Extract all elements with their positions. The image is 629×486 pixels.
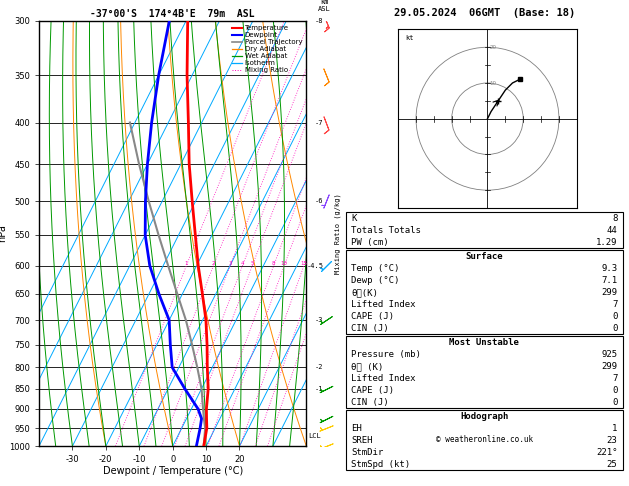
Text: 44: 44 bbox=[606, 226, 617, 235]
Text: 221°: 221° bbox=[596, 448, 617, 457]
Text: 7: 7 bbox=[612, 300, 617, 309]
Text: 299: 299 bbox=[601, 362, 617, 371]
Text: 0: 0 bbox=[612, 386, 617, 395]
Text: 3: 3 bbox=[228, 260, 232, 266]
Text: Mixing Ratio (g/kg): Mixing Ratio (g/kg) bbox=[334, 193, 340, 274]
Text: 8: 8 bbox=[612, 214, 617, 224]
Text: SREH: SREH bbox=[351, 435, 373, 445]
Text: CIN (J): CIN (J) bbox=[351, 398, 389, 407]
Text: 925: 925 bbox=[601, 350, 617, 359]
Title: -37°00'S  174°4B'E  79m  ASL: -37°00'S 174°4B'E 79m ASL bbox=[91, 9, 255, 19]
Text: 7: 7 bbox=[612, 374, 617, 383]
Text: Totals Totals: Totals Totals bbox=[351, 226, 421, 235]
Text: LCL: LCL bbox=[308, 433, 321, 439]
Text: kt: kt bbox=[405, 35, 414, 41]
Text: -6: -6 bbox=[315, 198, 324, 204]
Text: 23: 23 bbox=[606, 435, 617, 445]
Text: Most Unstable: Most Unstable bbox=[449, 338, 520, 347]
Text: CIN (J): CIN (J) bbox=[351, 324, 389, 333]
Text: -8: -8 bbox=[315, 18, 324, 24]
Text: Lifted Index: Lifted Index bbox=[351, 374, 416, 383]
Text: 10: 10 bbox=[281, 260, 287, 266]
Text: Surface: Surface bbox=[465, 252, 503, 261]
Text: -3: -3 bbox=[315, 317, 324, 323]
Text: K: K bbox=[351, 214, 357, 224]
Text: StmSpd (kt): StmSpd (kt) bbox=[351, 460, 410, 469]
Text: 29.05.2024  06GMT  (Base: 18): 29.05.2024 06GMT (Base: 18) bbox=[394, 8, 575, 18]
Text: Temp (°C): Temp (°C) bbox=[351, 264, 399, 273]
Text: -1: -1 bbox=[315, 386, 324, 392]
Text: 20: 20 bbox=[489, 45, 496, 50]
Text: CAPE (J): CAPE (J) bbox=[351, 386, 394, 395]
Text: Dewp (°C): Dewp (°C) bbox=[351, 276, 399, 285]
Text: θᴇ(K): θᴇ(K) bbox=[351, 288, 378, 297]
Text: 0: 0 bbox=[612, 312, 617, 321]
Text: θᴇ (K): θᴇ (K) bbox=[351, 362, 384, 371]
Text: 9.3: 9.3 bbox=[601, 264, 617, 273]
Text: 10: 10 bbox=[489, 81, 496, 86]
Text: Lifted Index: Lifted Index bbox=[351, 300, 416, 309]
Text: PW (cm): PW (cm) bbox=[351, 238, 389, 247]
Text: 1.29: 1.29 bbox=[596, 238, 617, 247]
Text: © weatheronline.co.uk: © weatheronline.co.uk bbox=[436, 435, 533, 444]
X-axis label: Dewpoint / Temperature (°C): Dewpoint / Temperature (°C) bbox=[103, 466, 243, 476]
Text: EH: EH bbox=[351, 424, 362, 433]
Text: -4.5: -4.5 bbox=[307, 263, 324, 269]
Text: StmDir: StmDir bbox=[351, 448, 384, 457]
Text: 299: 299 bbox=[601, 288, 617, 297]
Text: km
ASL: km ASL bbox=[318, 0, 331, 13]
Text: 0: 0 bbox=[612, 398, 617, 407]
Text: 4: 4 bbox=[241, 260, 244, 266]
Text: 8: 8 bbox=[272, 260, 276, 266]
Y-axis label: hPa: hPa bbox=[0, 225, 8, 243]
Text: -7: -7 bbox=[315, 120, 324, 125]
Text: -2: -2 bbox=[315, 364, 324, 370]
Text: 7.1: 7.1 bbox=[601, 276, 617, 285]
Text: 1: 1 bbox=[185, 260, 188, 266]
Text: 15: 15 bbox=[301, 260, 308, 266]
Text: CAPE (J): CAPE (J) bbox=[351, 312, 394, 321]
Legend: Temperature, Dewpoint, Parcel Trajectory, Dry Adiabat, Wet Adiabat, Isotherm, Mi: Temperature, Dewpoint, Parcel Trajectory… bbox=[231, 24, 303, 74]
Text: Pressure (mb): Pressure (mb) bbox=[351, 350, 421, 359]
Text: 2: 2 bbox=[212, 260, 215, 266]
Text: 25: 25 bbox=[606, 460, 617, 469]
Text: 5: 5 bbox=[250, 260, 254, 266]
Text: 1: 1 bbox=[612, 424, 617, 433]
Text: 0: 0 bbox=[612, 324, 617, 333]
Text: Hodograph: Hodograph bbox=[460, 412, 508, 421]
